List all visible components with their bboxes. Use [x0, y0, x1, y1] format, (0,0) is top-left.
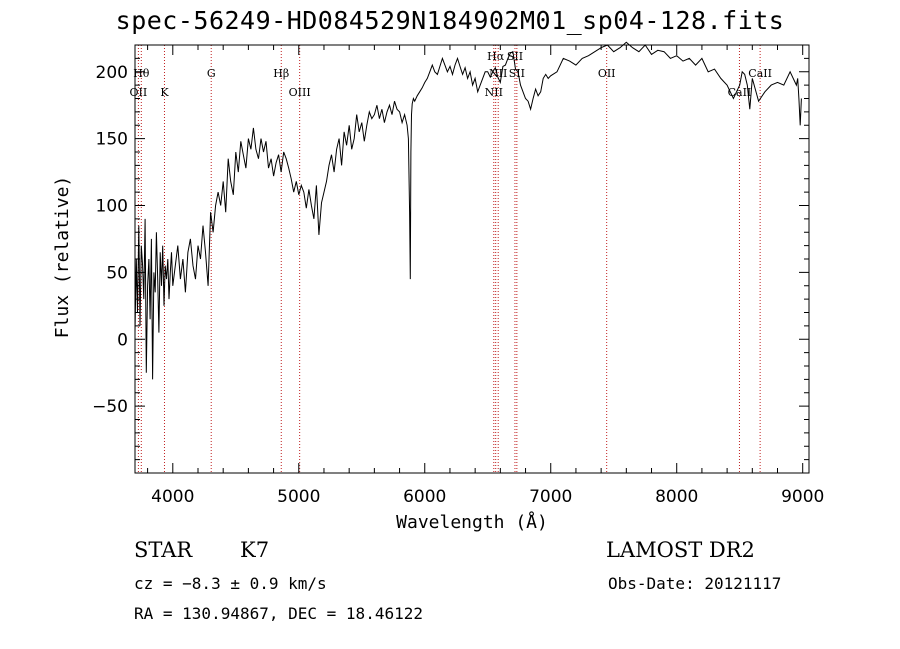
marker-label: CaII — [748, 67, 772, 80]
x-tick-label: 6000 — [403, 487, 446, 507]
y-tick-label: −50 — [92, 397, 128, 417]
spectrum-line — [134, 41, 802, 380]
marker-label: Hβ — [273, 67, 289, 80]
y-axis-label: Flux (relative) — [52, 176, 73, 339]
marker-label: K — [160, 86, 169, 99]
y-tick-label: 100 — [96, 197, 128, 217]
observation-date: Obs-Date: 20121117 — [608, 574, 782, 593]
marker-label: CaII — [728, 86, 752, 99]
ra-dec: RA = 130.94867, DEC = 18.46122 — [134, 604, 423, 623]
object-subclass: K7 — [240, 538, 270, 562]
y-tick-label: 150 — [96, 130, 128, 150]
marker-label: Hα — [487, 50, 505, 63]
marker-label: OIII — [289, 86, 311, 99]
marker-label: Hθ — [133, 67, 150, 80]
y-tick-label: 50 — [106, 263, 128, 283]
x-tick-label: 4000 — [151, 487, 194, 507]
y-tick-label: 0 — [117, 330, 128, 350]
x-tick-label: 8000 — [655, 487, 698, 507]
redshift-cz: cz = −8.3 ± 0.9 km/s — [134, 574, 327, 593]
marker-label: OII — [598, 67, 616, 80]
x-tick-label: 5000 — [277, 487, 320, 507]
chart-title: spec-56249-HD084529N184902M01_sp04-128.f… — [115, 6, 785, 35]
marker-label: NII — [485, 86, 503, 99]
plot-frame — [134, 44, 810, 474]
x-tick-label: 7000 — [529, 487, 572, 507]
x-axis-label: Wavelength (Å) — [396, 511, 548, 533]
y-tick-label: 200 — [96, 63, 128, 83]
x-tick-label: 9000 — [781, 487, 824, 507]
marker-label: SII — [509, 67, 525, 80]
marker-label: OII — [130, 86, 148, 99]
marker-label: G — [207, 67, 216, 80]
object-class: STAR — [134, 538, 193, 562]
survey-name: LAMOST DR2 — [606, 538, 755, 562]
